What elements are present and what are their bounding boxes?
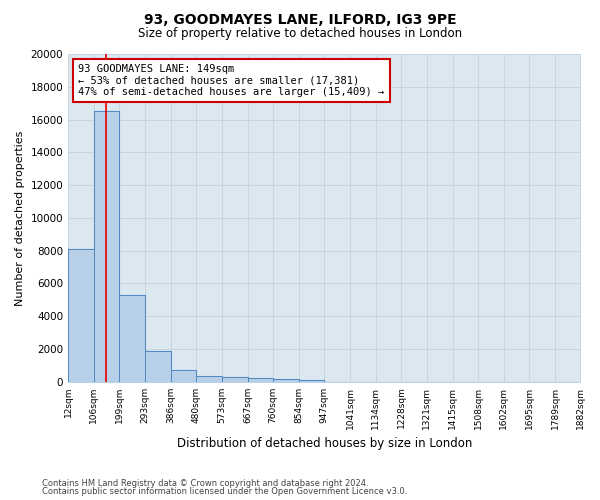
- Text: Contains HM Land Registry data © Crown copyright and database right 2024.: Contains HM Land Registry data © Crown c…: [42, 478, 368, 488]
- Text: 93, GOODMAYES LANE, ILFORD, IG3 9PE: 93, GOODMAYES LANE, ILFORD, IG3 9PE: [143, 12, 457, 26]
- X-axis label: Distribution of detached houses by size in London: Distribution of detached houses by size …: [176, 437, 472, 450]
- Y-axis label: Number of detached properties: Number of detached properties: [15, 130, 25, 306]
- Text: Size of property relative to detached houses in London: Size of property relative to detached ho…: [138, 28, 462, 40]
- Text: 93 GOODMAYES LANE: 149sqm
← 53% of detached houses are smaller (17,381)
47% of s: 93 GOODMAYES LANE: 149sqm ← 53% of detac…: [79, 64, 385, 97]
- Text: Contains public sector information licensed under the Open Government Licence v3: Contains public sector information licen…: [42, 487, 407, 496]
